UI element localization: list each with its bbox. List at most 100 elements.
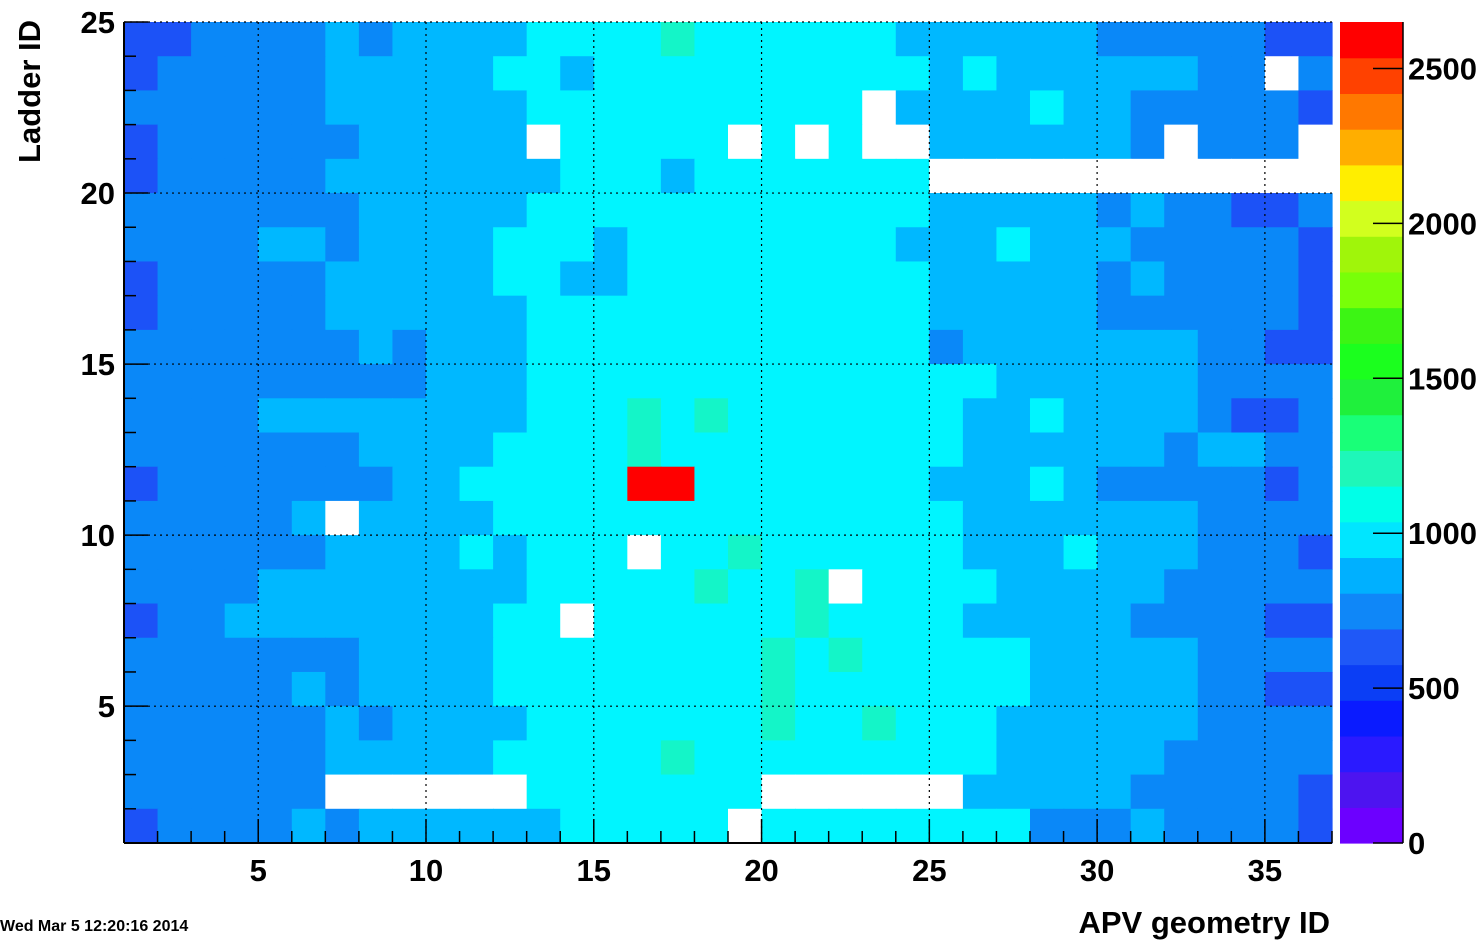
heatmap-cell <box>358 637 394 673</box>
heatmap-cell <box>862 364 897 399</box>
heatmap-cell <box>962 466 998 502</box>
heatmap-cell <box>191 124 226 160</box>
heatmap-cell <box>258 295 293 331</box>
heatmap-cell <box>157 90 192 126</box>
heatmap-cell <box>1197 158 1232 194</box>
heatmap-cell <box>795 603 830 639</box>
heatmap-cell <box>828 466 863 502</box>
heatmap-cell <box>761 398 796 434</box>
heatmap-cell <box>728 364 763 399</box>
heatmap-cell <box>1097 637 1132 673</box>
heatmap-cell <box>191 56 226 92</box>
heatmap-cell <box>291 261 326 297</box>
heatmap-cell <box>157 671 192 707</box>
palette-band <box>1340 236 1403 273</box>
heatmap-cell <box>1130 261 1165 297</box>
heatmap-cell <box>962 398 998 434</box>
heatmap-cell <box>929 671 964 707</box>
heatmap-cell <box>1097 364 1132 399</box>
heatmap-cell <box>258 740 293 776</box>
heatmap-cell <box>1231 22 1266 57</box>
y-axis-title: Ladder ID <box>12 20 47 163</box>
heatmap-cell <box>895 603 930 639</box>
heatmap-cell <box>862 295 897 331</box>
heatmap-cell <box>593 466 628 502</box>
heatmap-cell <box>1097 500 1132 536</box>
heatmap-cell <box>392 124 427 160</box>
heatmap-cell <box>1063 398 1098 434</box>
heatmap-cell <box>560 295 595 331</box>
heatmap-cell <box>157 569 192 605</box>
heatmap-cell <box>962 158 998 194</box>
heatmap-cell <box>593 569 628 605</box>
heatmap-cell <box>795 466 830 502</box>
heatmap-cell <box>1097 227 1132 263</box>
y-tick-label: 25 <box>81 5 115 40</box>
heatmap-cell <box>426 671 461 707</box>
heatmap-cell <box>1063 227 1098 263</box>
palette-band <box>1340 414 1403 451</box>
heatmap-cell <box>392 603 427 639</box>
heatmap-cell <box>660 158 696 194</box>
heatmap-cell <box>258 56 293 92</box>
heatmap-cell <box>895 808 930 844</box>
heatmap-cell <box>728 193 763 228</box>
heatmap-cell <box>560 90 595 126</box>
heatmap-cell <box>694 671 729 707</box>
heatmap-cell <box>291 22 326 57</box>
palette-band <box>1340 22 1403 59</box>
heatmap-cell <box>593 808 628 844</box>
heatmap-cell <box>459 774 494 810</box>
heatmap-cell <box>660 535 696 570</box>
heatmap-cell <box>258 432 293 468</box>
heatmap-cell <box>560 637 595 673</box>
heatmap-cell <box>459 22 494 57</box>
heatmap-cell <box>1197 193 1232 228</box>
heatmap-cell <box>459 637 494 673</box>
heatmap-cell <box>1130 158 1165 194</box>
heatmap-cell <box>1063 500 1098 536</box>
heatmap-cell <box>627 22 662 57</box>
heatmap-cell <box>1298 56 1333 92</box>
heatmap-cell <box>593 329 628 365</box>
heatmap-cell <box>862 329 897 365</box>
heatmap-cell <box>1097 193 1132 228</box>
heatmap-cell <box>426 637 461 673</box>
heatmap-cell <box>929 90 964 126</box>
heatmap-cell <box>1063 466 1098 502</box>
heatmap-cell <box>191 364 226 399</box>
heatmap-cell <box>1130 808 1165 844</box>
heatmap-cell <box>593 706 628 741</box>
heatmap-cell <box>1063 808 1098 844</box>
heatmap-cell <box>224 364 259 399</box>
heatmap-cell <box>929 193 964 228</box>
heatmap-cell <box>358 329 394 365</box>
heatmap-cell <box>795 774 830 810</box>
heatmap-cell <box>962 329 998 365</box>
heatmap-cell <box>728 774 763 810</box>
heatmap-cell <box>593 90 628 126</box>
heatmap-cell <box>526 295 561 331</box>
heatmap-cell <box>660 808 696 844</box>
heatmap-cell <box>761 808 796 844</box>
heatmap-cell <box>593 398 628 434</box>
heatmap-cell <box>929 466 964 502</box>
heatmap-cell <box>862 500 897 536</box>
heatmap-cell <box>191 90 226 126</box>
heatmap-cell <box>795 124 830 160</box>
heatmap-cell <box>1097 158 1132 194</box>
heatmap-cell <box>660 774 696 810</box>
heatmap-cell <box>627 398 662 434</box>
heatmap-cell <box>426 329 461 365</box>
heatmap-cell <box>1164 740 1199 776</box>
heatmap-cell <box>560 56 595 92</box>
heatmap-cell <box>1030 808 1065 844</box>
palette-band <box>1340 129 1403 166</box>
heatmap-cell <box>1231 90 1266 126</box>
heatmap-cell <box>660 329 696 365</box>
x-axis-title: APV geometry ID <box>1078 905 1330 940</box>
heatmap-cell <box>593 671 628 707</box>
heatmap-cell <box>325 740 360 776</box>
heatmap-cell <box>828 227 863 263</box>
heatmap-cell <box>493 364 528 399</box>
